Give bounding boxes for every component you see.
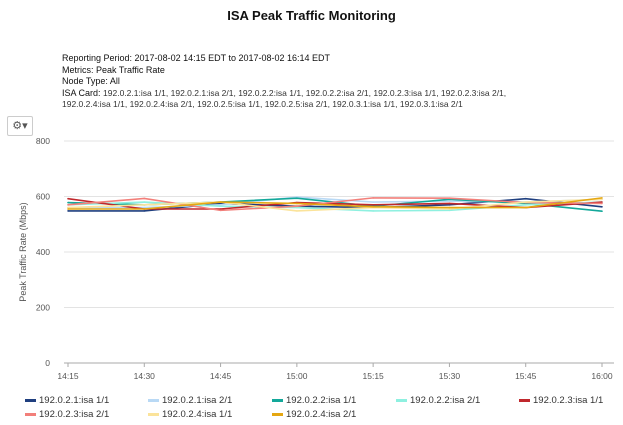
data-point (372, 197, 374, 199)
legend-label: 192.0.2.1:isa 2/1 (162, 395, 233, 406)
data-point (143, 206, 146, 209)
chevron-down-icon: ▾ (22, 120, 28, 132)
x-tick-label: 14:45 (210, 371, 232, 381)
legend-item[interactable]: 192.0.2.2:isa 2/1 (396, 395, 480, 406)
legend-item[interactable]: 192.0.2.4:isa 2/1 (272, 409, 356, 420)
data-point (67, 204, 69, 206)
legend-label: 192.0.2.4:isa 2/1 (286, 409, 357, 420)
isa-card-list-1: 192.0.2.1:isa 1/1, 192.0.2.1:isa 2/1, 19… (103, 87, 507, 98)
data-point (143, 204, 146, 206)
data-point (448, 209, 451, 212)
data-point (448, 200, 451, 203)
data-point (219, 209, 222, 212)
metrics: Metrics: Peak Traffic Rate (62, 64, 165, 75)
data-point (601, 202, 603, 205)
series-line-6 (67, 197, 603, 212)
data-point (296, 205, 298, 208)
series-line-7 (67, 198, 603, 212)
data-point (219, 208, 222, 210)
data-point (143, 201, 146, 203)
legend-label: 192.0.2.2:isa 1/1 (286, 395, 357, 406)
legend-swatch (519, 398, 530, 402)
legend-item[interactable]: 192.0.2.2:isa 1/1 (272, 395, 356, 406)
legend-swatch (396, 398, 407, 402)
data-point (219, 201, 222, 203)
y-tick-label: 800 (36, 136, 50, 146)
legend-label: 192.0.2.2:isa 2/1 (410, 395, 481, 406)
y-tick-label: 400 (36, 247, 50, 257)
legend-item[interactable]: 192.0.2.4:isa 1/1 (148, 409, 232, 420)
data-point (524, 204, 527, 206)
legend-item[interactable]: 192.0.2.1:isa 2/1 (148, 395, 232, 406)
data-point (296, 206, 298, 209)
data-point (601, 198, 603, 201)
data-point (601, 201, 603, 203)
data-point (143, 208, 146, 210)
x-tick-label: 16:00 (591, 371, 613, 381)
reporting-period: Reporting Period: 2017-08-02 14:15 EDT t… (62, 53, 331, 63)
data-point (296, 210, 298, 212)
report-metadata: Reporting Period: 2017-08-02 14:15 EDT t… (62, 53, 506, 111)
settings-menu-button[interactable]: ⚙▾ (7, 116, 33, 136)
legend-item[interactable]: 192.0.2.3:isa 2/1 (25, 409, 109, 420)
legend-swatch (272, 398, 283, 402)
data-point (296, 197, 298, 199)
data-point (296, 202, 298, 205)
data-point (448, 208, 451, 210)
y-tick-label: 0 (45, 358, 50, 368)
data-point (67, 201, 69, 204)
legend-swatch (148, 398, 159, 402)
data-point (372, 210, 374, 212)
data-point (67, 206, 69, 209)
legend-label: 192.0.2.3:isa 2/1 (39, 409, 110, 420)
data-point (219, 204, 222, 206)
node-type: Node Type: All (62, 76, 120, 86)
gear-icon: ⚙ (12, 120, 23, 132)
y-tick-label: 600 (36, 192, 50, 202)
data-point (372, 204, 374, 206)
data-point (524, 206, 527, 209)
data-point (219, 205, 222, 208)
legend-item[interactable]: 192.0.2.1:isa 1/1 (25, 395, 109, 406)
x-tick-label: 15:45 (515, 371, 537, 381)
chart-title: ISA Peak Traffic Monitoring (227, 8, 396, 23)
series-line-8 (68, 197, 603, 210)
data-point (372, 201, 374, 203)
legend-swatch (25, 412, 36, 416)
x-tick-label: 14:15 (57, 371, 79, 381)
isa-card-label: ISA Card: (62, 87, 101, 98)
isa-card-list-2: 192.0.2.4:isa 1/1, 192.0.2.4:isa 2/1, 19… (62, 99, 463, 109)
data-point (67, 208, 69, 210)
data-point (601, 197, 603, 199)
y-axis-label: Peak Traffic Rate (Mbps) (18, 202, 28, 301)
data-point (601, 205, 603, 208)
data-point (67, 197, 69, 200)
data-point (524, 201, 527, 203)
data-point (448, 204, 451, 206)
data-point (524, 197, 527, 200)
y-tick-label: 200 (36, 303, 50, 313)
data-point (143, 197, 146, 200)
legend-label: 192.0.2.3:isa 1/1 (533, 395, 604, 406)
x-tick-label: 15:30 (439, 371, 461, 381)
data-point (219, 202, 222, 205)
legend-label: 192.0.2.1:isa 1/1 (39, 395, 110, 406)
data-point (448, 206, 451, 209)
x-tick-label: 14:30 (134, 371, 156, 381)
data-point (372, 205, 374, 208)
legend-label: 192.0.2.4:isa 1/1 (162, 409, 233, 420)
x-tick-label: 15:15 (363, 371, 385, 381)
data-point (143, 210, 146, 212)
legend-swatch (272, 412, 283, 416)
data-point (67, 210, 69, 212)
data-point (601, 210, 603, 213)
data-point (448, 197, 451, 199)
legend-item[interactable]: 192.0.2.3:isa 1/1 (519, 395, 603, 406)
x-tick-label: 15:00 (286, 371, 308, 381)
legend-swatch (25, 398, 36, 402)
data-point (448, 202, 451, 205)
legend-swatch (148, 412, 159, 416)
